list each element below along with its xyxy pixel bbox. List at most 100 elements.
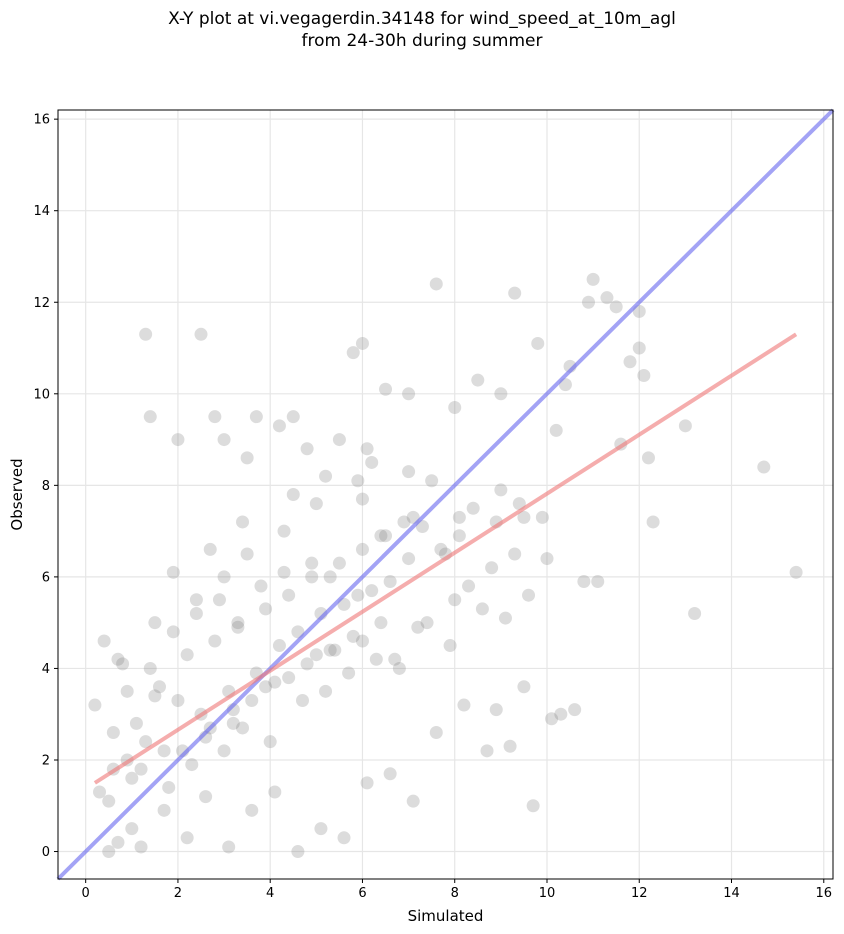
data-point bbox=[452, 510, 466, 524]
data-point bbox=[245, 803, 259, 817]
data-point bbox=[448, 401, 462, 415]
data-point bbox=[462, 579, 476, 593]
data-point bbox=[434, 542, 448, 556]
data-point bbox=[231, 616, 245, 630]
data-point bbox=[577, 574, 591, 588]
data-point bbox=[319, 684, 333, 698]
data-point bbox=[360, 776, 374, 790]
data-point bbox=[591, 574, 605, 588]
chart-title: X-Y plot at vi.vegagerdin.34148 for wind… bbox=[0, 8, 844, 52]
data-point bbox=[452, 529, 466, 543]
data-point bbox=[540, 552, 554, 566]
data-point bbox=[623, 355, 637, 369]
data-point bbox=[189, 607, 203, 621]
data-point bbox=[143, 661, 157, 675]
data-point bbox=[194, 327, 208, 341]
data-point bbox=[609, 300, 623, 314]
data-point bbox=[457, 698, 471, 712]
data-point bbox=[134, 840, 148, 854]
data-point bbox=[355, 542, 369, 556]
data-point bbox=[332, 433, 346, 447]
data-point bbox=[291, 845, 305, 859]
data-point bbox=[549, 423, 563, 437]
data-point bbox=[789, 565, 803, 579]
data-point bbox=[212, 593, 226, 607]
x-tick-label: 12 bbox=[631, 886, 648, 901]
data-point bbox=[379, 382, 393, 396]
data-point bbox=[134, 762, 148, 776]
data-point bbox=[268, 785, 282, 799]
data-point bbox=[286, 410, 300, 424]
data-point bbox=[323, 643, 337, 657]
data-point bbox=[503, 739, 517, 753]
data-point bbox=[531, 336, 545, 350]
data-point bbox=[383, 767, 397, 781]
data-point bbox=[217, 744, 231, 758]
data-point bbox=[129, 716, 143, 730]
data-point bbox=[480, 744, 494, 758]
data-point bbox=[646, 515, 660, 529]
chart-title-line-1: X-Y plot at vi.vegagerdin.34148 for wind… bbox=[168, 9, 676, 29]
x-tick-label: 2 bbox=[174, 886, 182, 901]
data-point bbox=[148, 689, 162, 703]
data-point bbox=[535, 510, 549, 524]
y-tick-label: 0 bbox=[42, 845, 50, 860]
data-point bbox=[189, 593, 203, 607]
linear-fit-line bbox=[93, 332, 798, 785]
data-point bbox=[402, 387, 416, 401]
data-point bbox=[180, 831, 194, 845]
data-point bbox=[268, 675, 282, 689]
data-point bbox=[485, 561, 499, 575]
y-tick-label: 4 bbox=[42, 662, 50, 677]
data-point bbox=[337, 831, 351, 845]
data-point bbox=[240, 547, 254, 561]
y-tick-label: 12 bbox=[33, 296, 50, 311]
data-point bbox=[637, 368, 651, 382]
data-point bbox=[379, 529, 393, 543]
y-axis-ticks: 0 2 4 6 8 10 12 14 16 bbox=[33, 113, 58, 860]
data-point bbox=[568, 703, 582, 717]
one-to-one-line bbox=[56, 108, 835, 881]
data-point bbox=[522, 588, 536, 602]
data-point bbox=[757, 460, 771, 474]
data-point bbox=[406, 794, 420, 808]
data-point bbox=[139, 735, 153, 749]
data-point bbox=[323, 570, 337, 584]
data-point bbox=[102, 845, 116, 859]
data-point bbox=[245, 693, 259, 707]
data-point bbox=[355, 634, 369, 648]
data-point bbox=[93, 785, 107, 799]
data-point bbox=[411, 620, 425, 634]
data-point bbox=[203, 542, 217, 556]
data-point bbox=[402, 465, 416, 479]
data-point bbox=[240, 451, 254, 465]
data-point bbox=[365, 584, 379, 598]
data-point bbox=[494, 387, 508, 401]
data-point bbox=[120, 684, 134, 698]
grid-lines bbox=[58, 110, 833, 879]
x-axis-ticks: 0 2 4 6 8 10 12 14 16 bbox=[82, 879, 832, 901]
data-point bbox=[360, 442, 374, 456]
data-point bbox=[351, 588, 365, 602]
data-point bbox=[166, 625, 180, 639]
data-point bbox=[236, 515, 250, 529]
data-point bbox=[369, 652, 383, 666]
data-point bbox=[392, 661, 406, 675]
scatter-points bbox=[88, 272, 803, 859]
data-point bbox=[466, 501, 480, 515]
data-point bbox=[277, 565, 291, 579]
data-point bbox=[185, 758, 199, 772]
data-point bbox=[342, 666, 356, 680]
data-point bbox=[180, 648, 194, 662]
data-point bbox=[545, 712, 559, 726]
data-point bbox=[217, 433, 231, 447]
data-point bbox=[116, 657, 130, 671]
y-tick-label: 16 bbox=[33, 113, 50, 128]
data-point bbox=[526, 799, 540, 813]
data-point bbox=[222, 840, 236, 854]
data-point bbox=[688, 607, 702, 621]
data-point bbox=[166, 565, 180, 579]
data-point bbox=[208, 410, 222, 424]
chart-title-line-2: from 24-30h during summer bbox=[301, 31, 543, 51]
